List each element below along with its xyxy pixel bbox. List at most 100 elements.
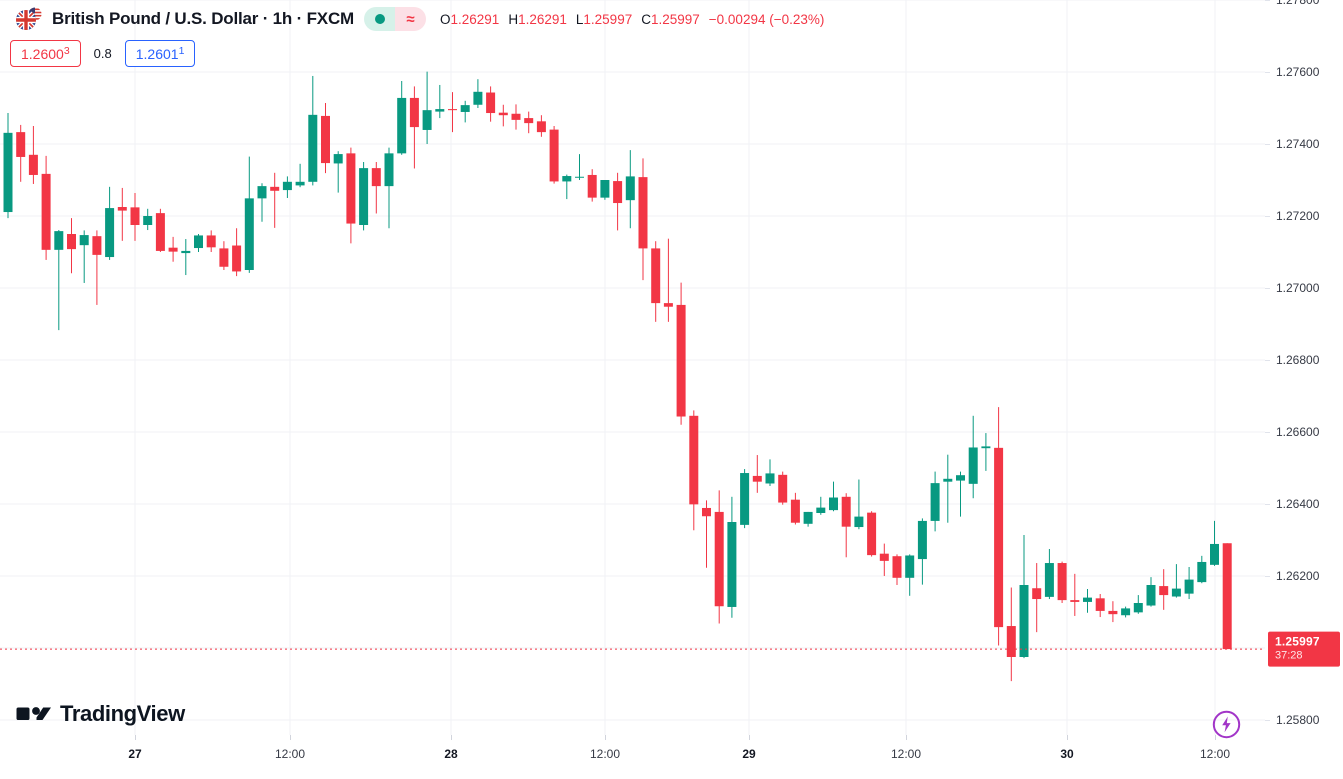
candle [854,516,864,528]
price-axis-label: 1.26600 [1276,425,1320,439]
candle [409,97,419,128]
chart-pane[interactable] [0,0,1265,735]
time-axis-tick [1215,735,1216,740]
candle [549,129,559,182]
tradingview-logo-text: TradingView [60,701,185,726]
candle [651,248,661,304]
candle [1121,608,1131,616]
market-open-segment[interactable] [364,7,395,31]
candle [765,473,775,484]
time-axis-tick [749,735,750,740]
candle [663,303,673,307]
candle [968,447,978,484]
close-value: 1.25997 [650,11,700,27]
candle [841,496,851,527]
candle [321,115,330,164]
candle [498,112,508,116]
candle [359,168,369,225]
candle [1159,586,1169,596]
sell-button[interactable]: 1.2600 3 [10,40,81,67]
candle [28,154,38,175]
market-open-dot-icon [374,14,385,24]
time-axis[interactable]: 27 12:00 28 12:00 29 12:00 30 12:00 [0,735,1343,779]
candle [1032,588,1042,600]
candle [613,181,623,204]
price-axis-label: 1.27600 [1276,65,1320,79]
candle [790,499,800,523]
symbol-title[interactable]: British Pound / U.S. Dollar · 1h · FXCM [52,9,354,28]
price-axis-tick [1265,144,1270,145]
candle [727,522,737,607]
price-axis-label: 1.26800 [1276,353,1320,367]
candle [587,174,597,198]
time-axis-tick [135,735,136,740]
candle [435,109,445,112]
candle [130,207,140,225]
candle [1184,579,1194,594]
candle [1171,588,1181,597]
instant-order-bolt-icon[interactable] [1212,710,1241,739]
candle [943,478,953,482]
candle [295,181,305,186]
candle [244,198,254,270]
candle [460,105,470,112]
time-axis-label: 12:00 [589,747,621,761]
candle [803,511,813,524]
bid-ask-row: 1.2600 3 0.8 1.2601 1 [10,40,196,67]
price-axis-tick [1265,288,1270,289]
time-axis-tick [605,735,606,740]
candle [702,507,711,517]
bid-price-pip: 3 [63,45,70,57]
ask-price-pip: 1 [178,45,185,57]
candle [486,92,496,114]
candle [600,180,610,198]
candle [448,109,457,111]
candlestick-chart[interactable] [0,0,1265,735]
candle [524,118,534,124]
high-value: 1.26291 [518,11,567,27]
candle [1044,563,1054,597]
time-axis-tick [1067,735,1068,740]
price-axis-tick [1265,432,1270,433]
price-axis-label: 1.27800 [1276,0,1320,7]
market-status-pill[interactable]: ≈ [364,7,426,31]
price-axis[interactable]: 1.25997 37:28 1.27800 1.27600 1.27400 1.272… [1265,0,1343,735]
candle [117,207,127,211]
candle [384,153,394,187]
candle [575,176,584,178]
candle [981,446,991,449]
candle [536,121,546,133]
approx-icon: ≈ [406,10,415,28]
tradingview-logo[interactable]: TradingView [16,701,185,727]
price-axis-tick [1265,360,1270,361]
time-axis-label: 27 [128,747,142,761]
candle [168,247,178,252]
candle [816,507,826,513]
candle [282,181,292,191]
price-axis-label: 1.26400 [1276,497,1320,511]
delayed-data-segment[interactable]: ≈ [395,7,426,31]
candle [155,213,165,251]
candle [105,208,115,258]
tradingview-logo-mark [16,707,51,720]
candle [956,475,965,481]
close-label: C [641,11,651,27]
candle [994,447,1004,628]
candle [194,235,203,249]
buy-button[interactable]: 1.2601 1 [124,40,196,67]
low-label: L [575,11,584,27]
candle [371,168,381,187]
candle [143,216,153,225]
time-axis-tick [290,735,291,740]
candle [1070,600,1080,602]
time-axis-label: 12:00 [1199,747,1231,761]
spread-value: 0.8 [93,46,112,61]
time-axis-tick [451,735,452,740]
time-axis-label: 30 [1060,747,1074,761]
candle [219,248,229,267]
symbol-row: British Pound / U.S. Dollar · 1h · FXCM … [16,7,824,31]
price-axis-tick [1265,72,1270,73]
high-label: H [508,11,519,27]
candle [1083,597,1092,602]
candle [54,231,64,250]
